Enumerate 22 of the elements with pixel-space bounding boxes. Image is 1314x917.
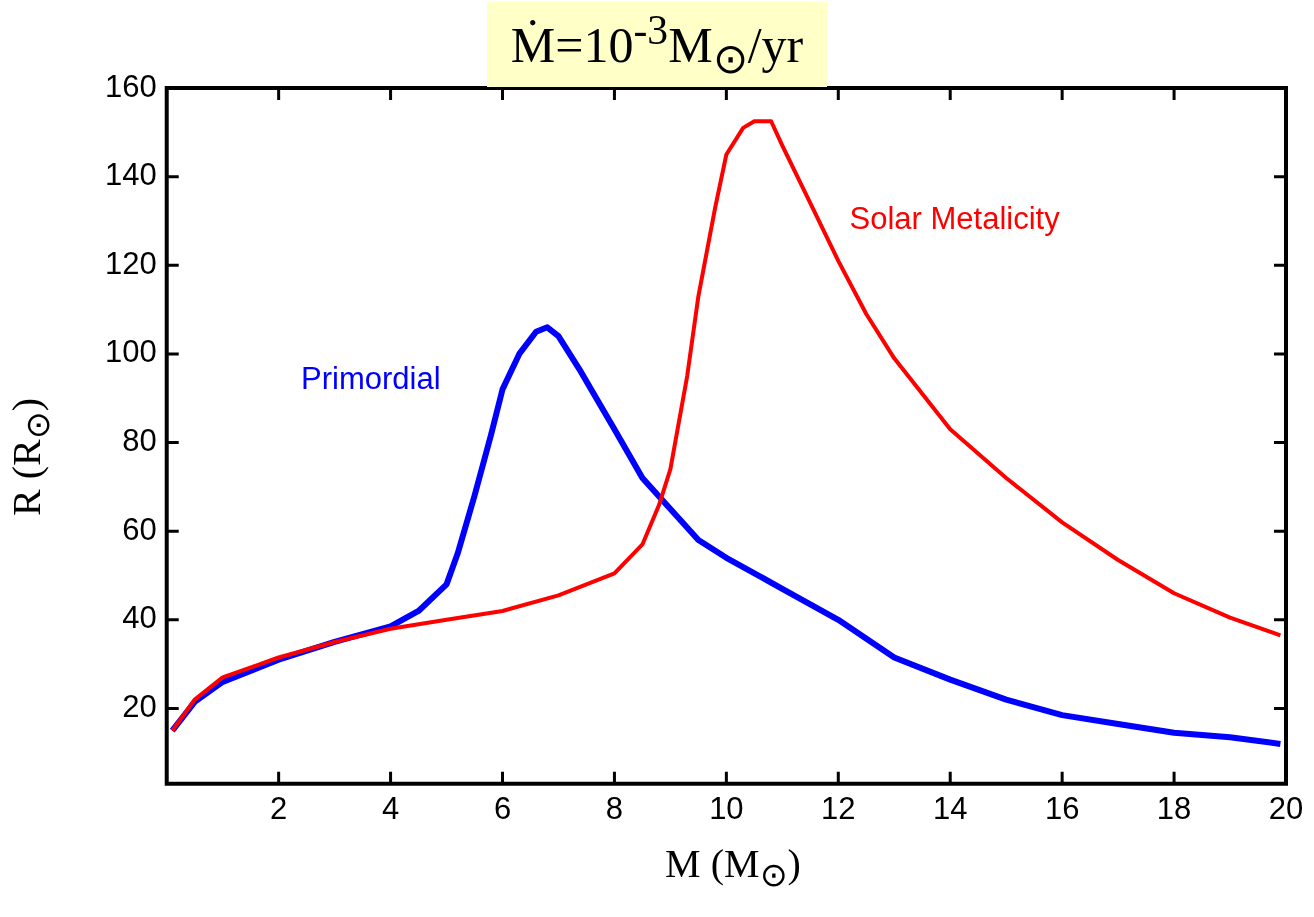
x-tick-label: 6: [493, 790, 512, 826]
x-tick-label: 4: [381, 790, 400, 826]
x-tick-label: 10: [709, 790, 744, 826]
series-label: Solar Metalicity: [849, 200, 1061, 236]
x-axis-title: M (M$_{⊙}$): [664, 840, 802, 894]
x-tick-label: 14: [932, 790, 968, 826]
y-tick-label: 20: [122, 689, 157, 725]
x-tick-label: 20: [1268, 790, 1304, 826]
y-tick-label: 160: [104, 68, 157, 104]
y-tick-label: 40: [122, 600, 157, 636]
series-label: Primordial: [301, 360, 441, 396]
y-tick-label: 60: [122, 511, 157, 547]
x-tick-label: 18: [1156, 790, 1192, 826]
y-tick-label: 80: [122, 423, 157, 459]
x-tick-label: 8: [605, 790, 624, 826]
x-tick-label: 16: [1044, 790, 1080, 826]
y-tick-label: 120: [104, 245, 157, 281]
y-tick-label: 100: [104, 334, 157, 370]
x-tick-label: 2: [270, 790, 288, 826]
chart-title: Ṁ=10$^{-3}$M$_{⊙}$/yr: [486, 2, 828, 87]
y-tick-label: 140: [104, 157, 157, 193]
x-tick-label: 12: [821, 790, 856, 826]
